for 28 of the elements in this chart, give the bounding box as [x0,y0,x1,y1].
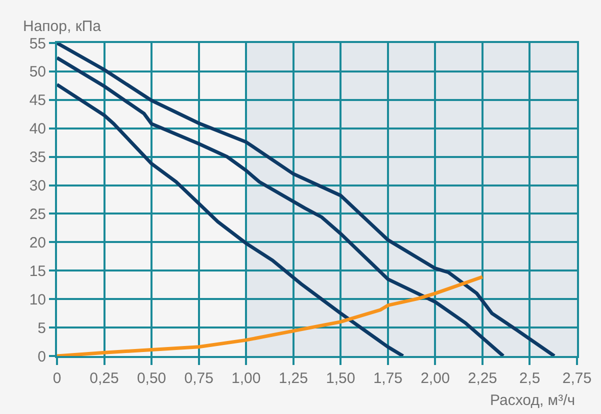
y-tick-label: 20 [29,234,46,252]
x-tick-label: 2,5 [519,370,540,387]
y-tick-label: 40 [29,120,46,138]
x-tick-label: 0,50 [136,370,166,387]
x-tick-label: 1,00 [231,370,261,387]
y-tick-label: 30 [29,178,46,195]
y-tick-label: 35 [29,149,46,166]
x-tick-label: 0 [52,370,62,387]
x-tick-label: 0,25 [90,370,119,387]
line-series [57,275,484,356]
y-tick-label: 50 [29,64,46,81]
x-tick-label: 2,25 [468,370,498,387]
x-tick-label: 1,50 [326,370,356,387]
y-tick-label: 25 [29,206,46,223]
x-tick-label: 1,25 [278,370,308,387]
x-axis-title: Расход, м³/ч [490,392,576,409]
y-tick-label: 55 [29,35,46,52]
y-axis-title: Напор, кПа [23,18,102,35]
x-tick-label: 2,75 [562,370,592,387]
y-tick-label: 5 [38,320,46,337]
y-tick-label: 45 [29,92,46,110]
y-tick-label: 15 [29,262,46,280]
line-series [57,82,405,356]
y-tick-label: 10 [29,291,46,308]
x-tick-label: 2,00 [420,370,450,387]
x-tick-label: 1,75 [373,370,403,387]
y-tick-label: 0 [38,348,46,366]
x-tick-label: 0,75 [184,370,214,387]
